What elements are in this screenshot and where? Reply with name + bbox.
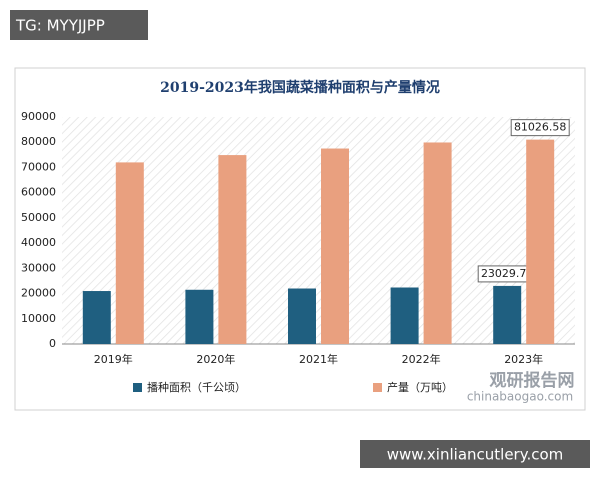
value-label: 23029.78 xyxy=(481,267,534,280)
y-tick-label: 10000 xyxy=(21,312,56,325)
x-tick-label: 2021年 xyxy=(299,352,338,366)
bar xyxy=(390,287,419,344)
bar xyxy=(115,162,144,344)
bar xyxy=(321,148,349,344)
overlay-box xyxy=(10,10,148,40)
value-label: 81026.58 xyxy=(514,121,567,134)
y-tick-label: 80000 xyxy=(21,135,56,148)
x-tick-label: 2023年 xyxy=(504,352,543,366)
legend-swatch xyxy=(373,383,382,392)
legend-swatch xyxy=(133,383,142,392)
x-tick-label: 2022年 xyxy=(402,352,441,366)
legend-label: 播种面积（千公顷） xyxy=(147,380,246,394)
footer-box xyxy=(360,440,590,468)
bar xyxy=(82,291,111,344)
value-label-box xyxy=(510,119,570,137)
footer-text: www.xinliancutlery.com xyxy=(387,446,564,464)
x-tick-label: 2019年 xyxy=(94,352,133,366)
bar xyxy=(288,288,316,344)
bar xyxy=(493,285,522,344)
y-tick-label: 30000 xyxy=(21,261,56,274)
overlay-text: TG: MYYJJPP xyxy=(15,17,105,35)
watermark-url: chinabaogao.com xyxy=(467,390,573,404)
y-tick-label: 0 xyxy=(49,337,56,350)
y-tick-label: 90000 xyxy=(21,110,56,123)
y-tick-label: 60000 xyxy=(21,186,56,199)
legend-label: 产量（万吨） xyxy=(387,380,453,394)
bar xyxy=(526,139,555,344)
y-tick-label: 20000 xyxy=(21,287,56,300)
x-tick-label: 2020年 xyxy=(196,352,235,366)
watermark-name: 观研报告网 xyxy=(489,370,575,391)
bar xyxy=(218,155,247,344)
plot-area xyxy=(62,117,575,344)
bar xyxy=(185,289,214,344)
y-tick-label: 70000 xyxy=(21,160,56,173)
bar xyxy=(423,142,452,344)
y-tick-label: 40000 xyxy=(21,236,56,249)
y-tick-label: 50000 xyxy=(21,211,56,224)
chart-title: 2019-2023年我国蔬菜播种面积与产量情况 xyxy=(160,79,440,96)
